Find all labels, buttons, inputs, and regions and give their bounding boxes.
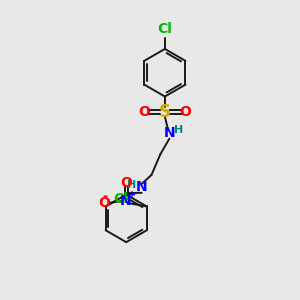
- Text: O: O: [138, 105, 150, 119]
- Text: Cl: Cl: [114, 192, 128, 206]
- Text: N: N: [120, 194, 132, 208]
- Text: H: H: [174, 125, 184, 135]
- Text: O: O: [180, 105, 192, 119]
- Text: H: H: [127, 180, 136, 190]
- Text: N: N: [164, 126, 175, 140]
- Text: O: O: [120, 176, 132, 190]
- Text: O: O: [99, 196, 110, 210]
- Text: S: S: [159, 103, 171, 121]
- Text: -: -: [102, 190, 107, 202]
- Text: N: N: [136, 181, 148, 194]
- Text: Cl: Cl: [158, 22, 172, 37]
- Text: +: +: [128, 190, 136, 200]
